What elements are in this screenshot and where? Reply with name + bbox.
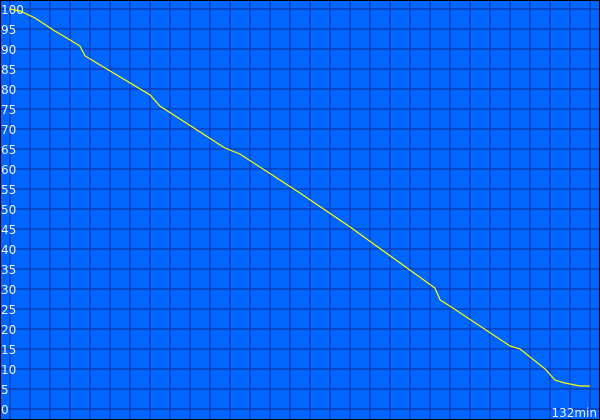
y-tick-label: 25 — [1, 303, 16, 317]
y-tick-label: 40 — [1, 243, 16, 257]
y-tick-label: 65 — [1, 143, 16, 157]
series-line — [9, 8, 590, 387]
y-tick-label: 5 — [1, 383, 9, 397]
y-tick-label: 45 — [1, 223, 16, 237]
y-tick-label: 55 — [1, 183, 16, 197]
y-tick-label: 50 — [1, 203, 16, 217]
y-tick-label: 35 — [1, 263, 16, 277]
y-tick-label: 60 — [1, 163, 16, 177]
y-tick-label: 80 — [1, 83, 16, 97]
y-tick-label: 90 — [1, 43, 16, 57]
y-tick-label: 15 — [1, 343, 16, 357]
y-tick-labels: 0510152025303540455055606570758085909510… — [1, 3, 24, 417]
x-end-label: 132min — [551, 406, 597, 420]
y-tick-label: 30 — [1, 283, 16, 297]
y-tick-label: 75 — [1, 103, 16, 117]
y-tick-label: 0 — [1, 403, 9, 417]
y-tick-label: 10 — [1, 363, 16, 377]
y-tick-label: 20 — [1, 323, 16, 337]
y-tick-label: 70 — [1, 123, 16, 137]
y-tick-label: 85 — [1, 63, 16, 77]
y-tick-label: 95 — [1, 23, 16, 37]
